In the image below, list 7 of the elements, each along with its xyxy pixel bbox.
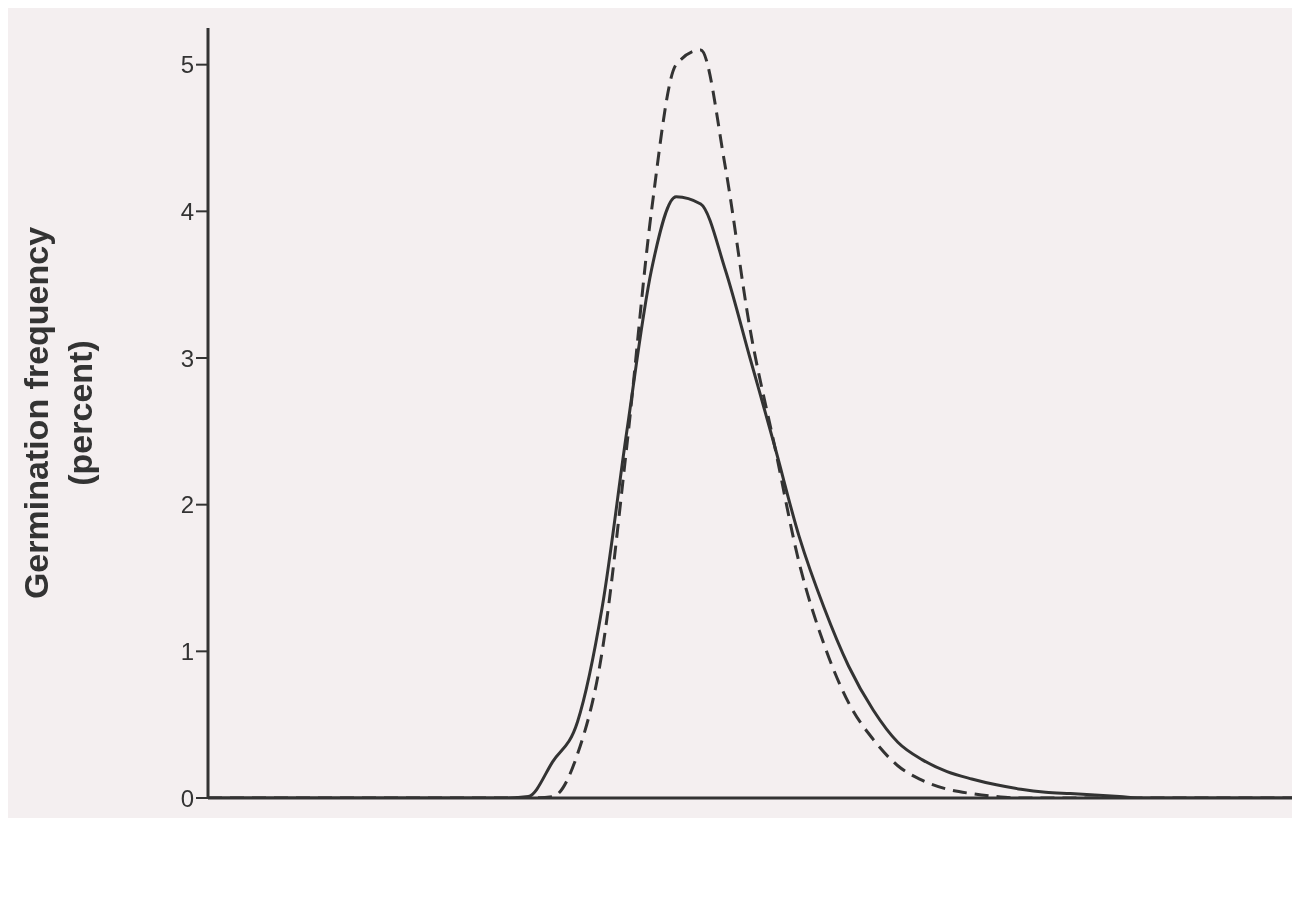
y-tick-label: 0 (180, 784, 194, 812)
y-tick-label: 2 (180, 491, 194, 519)
y-tick-label: 3 (180, 344, 194, 372)
y-tick-label: 5 (180, 51, 194, 79)
y-axis-title: Germination frequency (percent) (17, 226, 99, 600)
y-tick-label: 1 (180, 637, 194, 665)
y-tick-label: 4 (180, 197, 194, 225)
